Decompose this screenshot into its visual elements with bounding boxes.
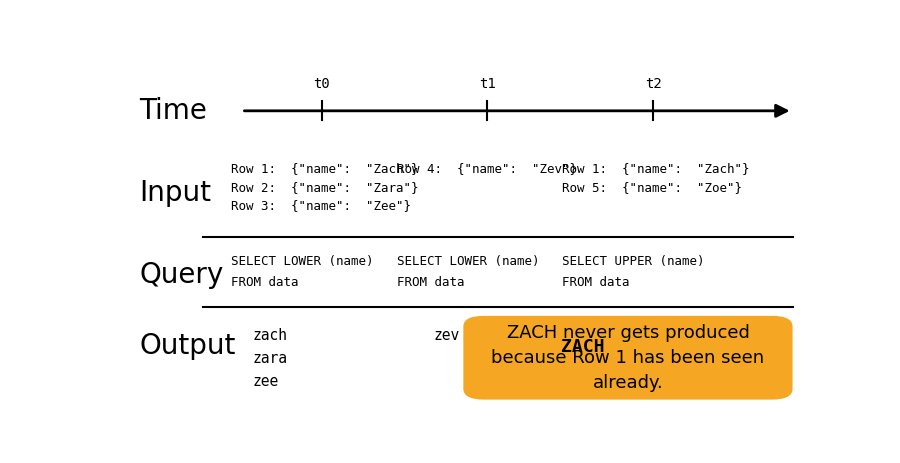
Text: Query: Query (139, 261, 223, 289)
Text: Input: Input (139, 179, 211, 207)
Text: Row 4:  {"name":  "Zev"}: Row 4: {"name": "Zev"} (397, 163, 577, 175)
Text: Time: Time (139, 97, 207, 125)
Text: SELECT LOWER (name)
FROM data: SELECT LOWER (name) FROM data (231, 255, 374, 289)
Text: ZOE: ZOE (587, 328, 613, 343)
Text: zach
zara
zee: zach zara zee (252, 328, 287, 389)
Text: SELECT LOWER (name)
FROM data: SELECT LOWER (name) FROM data (397, 255, 540, 289)
Text: Row 1:  {"name":  "Zach"}
Row 2:  {"name":  "Zara"}
Row 3:  {"name":  "Zee"}: Row 1: {"name": "Zach"} Row 2: {"name": … (231, 163, 418, 213)
FancyBboxPatch shape (464, 316, 793, 400)
Text: ZACH: ZACH (561, 338, 605, 356)
Text: zev: zev (434, 328, 460, 343)
Text: Row 1:  {"name":  "Zach"}
Row 5:  {"name":  "Zoe"}: Row 1: {"name": "Zach"} Row 5: {"name": … (562, 163, 750, 194)
Text: t1: t1 (479, 77, 495, 91)
Text: t0: t0 (313, 77, 330, 91)
Text: Output: Output (139, 332, 236, 360)
Text: t2: t2 (644, 77, 662, 91)
Text: ZACH never gets produced
because Row 1 has been seen
already.: ZACH never gets produced because Row 1 h… (491, 324, 764, 392)
Text: SELECT UPPER (name)
FROM data: SELECT UPPER (name) FROM data (562, 255, 705, 289)
